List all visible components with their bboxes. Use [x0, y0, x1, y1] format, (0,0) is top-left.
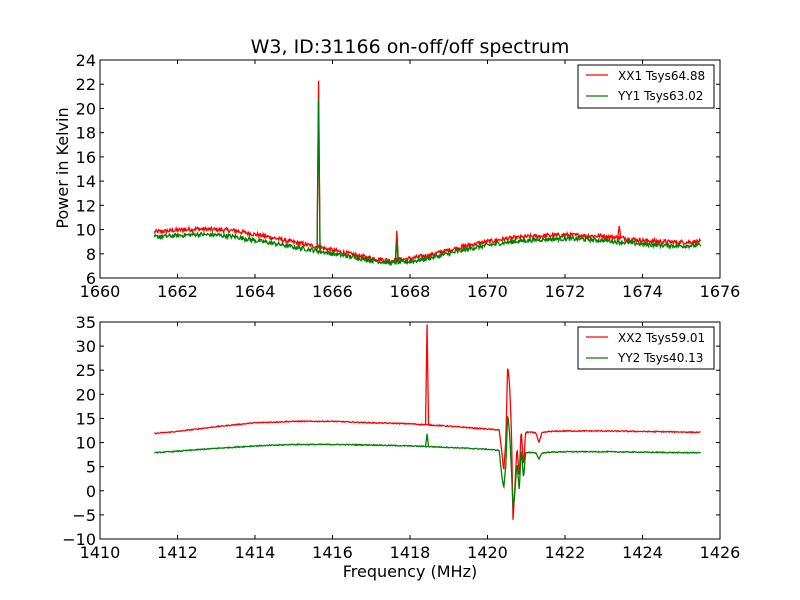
- series-spike-xx1-tsys64-88: [617, 225, 622, 238]
- x-tick-label: 1424: [622, 543, 663, 562]
- bottom-spectrum-panel: Frequency (MHz) 1410 1412 1414 1416 1418 1420…: [62, 313, 740, 581]
- x-tick-label: 1410: [80, 543, 121, 562]
- x-axis-label: Frequency (MHz): [343, 562, 477, 581]
- legend-box: [577, 64, 715, 109]
- bottom-axes-frame: [99, 321, 721, 540]
- y-tick-label: 30: [76, 337, 96, 356]
- x-tick-label: 1662: [157, 282, 198, 301]
- series-line-yy1-tsys63-02: [153, 230, 702, 267]
- x-tick-label: 1672: [545, 282, 586, 301]
- top-plot-area: [153, 80, 702, 267]
- x-tick-label: 1412: [157, 543, 198, 562]
- legend-label-yy1: YY1 Tsys63.02: [617, 89, 703, 103]
- top-axes-frame: [99, 59, 721, 279]
- y-tick-label: 12: [76, 196, 96, 215]
- y-tick-label: 24: [76, 51, 96, 70]
- x-tick-label: 1418: [390, 543, 431, 562]
- y-tick-label: 22: [76, 75, 96, 94]
- y-tick-label: 20: [76, 385, 96, 404]
- x-tick-label: 1426: [700, 543, 741, 562]
- y-tick-label: 10: [76, 434, 96, 453]
- top-legend: XX1 Tsys64.88 YY1 Tsys63.02: [577, 64, 715, 109]
- legend-label-xx2: XX2 Tsys59.01: [618, 331, 705, 345]
- bottom-axis-ticks: 1410 1412 1414 1416 1418 1420 1422 1424 1426 −10 −…: [62, 313, 740, 562]
- top-spectrum-panel: W3, ID:31166 on-off/off spectrum Power i…: [53, 36, 740, 301]
- bottom-plot-area: [154, 324, 701, 520]
- y-tick-label: 18: [76, 124, 96, 143]
- series-spike-yy1-tsys63-02: [394, 242, 399, 263]
- y-tick-label: 16: [76, 148, 96, 167]
- y-tick-label: 25: [76, 361, 96, 380]
- y-tick-label: 14: [76, 172, 96, 191]
- y-tick-label: 0: [86, 482, 96, 501]
- x-tick-label: 1674: [622, 282, 663, 301]
- legend-label-yy2: YY2 Tsys40.13: [617, 351, 703, 365]
- series-spike-yy2-tsys40-13: [424, 433, 430, 447]
- legend-box: [577, 326, 715, 370]
- y-tick-label: 20: [76, 99, 96, 118]
- series-spike-xx2-tsys59-01: [424, 324, 430, 425]
- bottom-legend: XX2 Tsys59.01 YY2 Tsys40.13: [577, 326, 715, 370]
- x-tick-label: 1670: [467, 282, 508, 301]
- x-tick-label: 1422: [545, 543, 586, 562]
- y-tick-label: 8: [86, 245, 96, 264]
- x-tick-label: 1416: [312, 543, 353, 562]
- x-tick-label: 1664: [235, 282, 276, 301]
- y-tick-label: 35: [76, 313, 96, 332]
- y-tick-label: 10: [76, 221, 96, 240]
- top-axis-ticks: 1660 1662 1664 1666 1668 1670 1672 1674 1676 6 8 10…: [76, 51, 741, 301]
- x-tick-label: 1676: [700, 282, 741, 301]
- y-tick-label: −10: [62, 530, 96, 549]
- y-tick-label: 15: [76, 409, 96, 428]
- series-line-xx2-tsys59-01: [154, 368, 701, 520]
- x-tick-label: 1666: [312, 282, 353, 301]
- chart-title: W3, ID:31166 on-off/off spectrum: [251, 36, 570, 58]
- y-tick-label: 5: [86, 458, 96, 477]
- series-line-yy2-tsys40-13: [154, 416, 701, 507]
- y-tick-label: 6: [86, 269, 96, 288]
- x-tick-label: 1660: [80, 282, 121, 301]
- legend-label-xx1: XX1 Tsys64.88: [618, 69, 705, 83]
- x-tick-label: 1668: [390, 282, 431, 301]
- x-tick-label: 1414: [235, 543, 276, 562]
- y-tick-label: −5: [72, 506, 96, 525]
- series-spike-yy1-tsys63-02: [316, 99, 321, 252]
- x-tick-label: 1420: [467, 543, 508, 562]
- y-axis-label: Power in Kelvin: [53, 107, 72, 228]
